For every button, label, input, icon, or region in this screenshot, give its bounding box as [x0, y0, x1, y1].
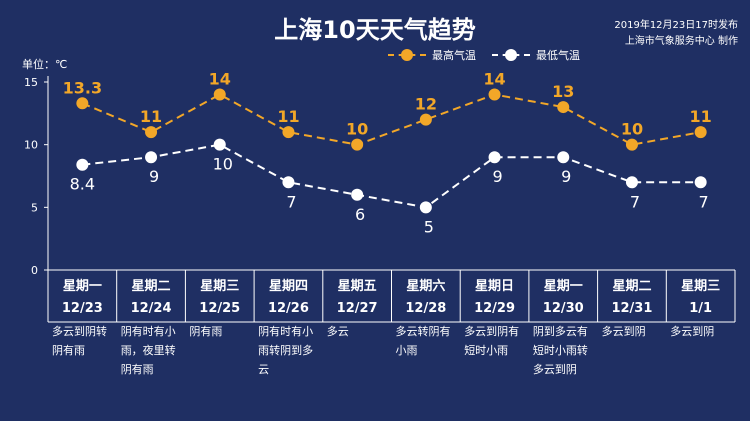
high-temp-label: 10	[621, 120, 643, 139]
high-temp-point	[145, 126, 158, 139]
high-temp-point	[351, 138, 364, 151]
high-temp-label: 12	[415, 95, 437, 114]
y-tick-label: 0	[31, 264, 38, 277]
weather-condition: 多云到阴转阴有雨	[52, 325, 107, 357]
low-temp-point	[76, 158, 89, 171]
y-tick-label: 10	[24, 139, 38, 152]
weekday-label: 星期三	[681, 279, 720, 294]
low-temp-label: 9	[492, 167, 502, 186]
legend-low: 最低气温	[492, 47, 580, 63]
date-label: 12/24	[131, 301, 172, 316]
date-label: 12/23	[62, 301, 103, 316]
low-temp-label: 9	[149, 167, 159, 186]
low-temp-point	[351, 188, 364, 201]
weather-condition: 多云转阴有小雨	[395, 325, 451, 357]
high-temp-label: 14	[483, 70, 505, 89]
publish-time: 2019年12月23日17时发布	[614, 20, 738, 31]
low-temp-point	[282, 176, 295, 189]
date-label: 1/1	[689, 301, 712, 316]
high-temp-label: 13.3	[63, 78, 102, 97]
low-temp-label: 8.4	[70, 175, 95, 194]
high-temp-point	[213, 88, 226, 101]
low-temp-point	[557, 151, 570, 164]
high-temp-point	[694, 126, 707, 139]
low-temp-line	[82, 143, 701, 209]
weekday-label: 星期四	[269, 279, 308, 294]
low-temp-label: 7	[630, 192, 640, 211]
high-temp-line	[81, 93, 701, 146]
high-temp-point	[488, 88, 501, 101]
high-temp-point	[625, 138, 638, 151]
low-temp-point	[145, 151, 158, 164]
legend-low-marker	[492, 49, 530, 61]
high-temp-label: 11	[690, 107, 712, 126]
date-label: 12/25	[199, 301, 240, 316]
chart-title: 上海10天天气趋势	[274, 16, 476, 44]
date-label: 12/30	[543, 301, 584, 316]
date-label: 12/29	[474, 301, 515, 316]
low-temp-point	[213, 138, 226, 151]
weather-condition: 阴有时有小雨转阴到多云	[258, 325, 314, 376]
publisher: 上海市气象服务中心 制作	[624, 36, 738, 47]
date-label: 12/28	[405, 301, 446, 316]
high-temp-label: 11	[277, 107, 299, 126]
low-temp-label: 7	[699, 192, 709, 211]
legend-high: 最高气温	[388, 47, 476, 63]
high-temp-label: 10	[346, 120, 368, 139]
weekday-label: 星期一	[63, 279, 102, 294]
weather-condition: 阴有时有小雨，夜里转阴有雨	[120, 325, 176, 376]
low-temp-point	[419, 201, 432, 214]
low-temp-label: 9	[561, 167, 571, 186]
date-label: 12/31	[611, 301, 652, 316]
low-temp-label: 10	[213, 155, 233, 174]
low-temp-label: 7	[286, 192, 296, 211]
y-tick-label: 15	[24, 76, 38, 89]
high-temp-point	[282, 126, 295, 139]
weather-condition: 阴到多云有短时小雨转多云到阴	[532, 325, 588, 376]
high-temp-label: 13	[552, 82, 574, 101]
weekday-label: 星期六	[406, 278, 445, 294]
weekday-label: 星期一	[544, 279, 583, 294]
weekday-label: 星期三	[200, 279, 239, 294]
weekday-label: 星期五	[338, 279, 377, 294]
date-label: 12/26	[268, 301, 309, 316]
unit-label: 单位：℃	[22, 58, 68, 71]
high-temp-point	[419, 113, 432, 126]
high-temp-label: 11	[140, 107, 162, 126]
legend-low-label: 最低气温	[536, 49, 580, 62]
weather-condition: 多云	[326, 325, 349, 338]
low-temp-point	[625, 176, 638, 189]
high-temp-label: 14	[209, 70, 231, 89]
low-temp-point	[488, 151, 501, 164]
legend-high-label: 最高气温	[432, 49, 476, 62]
high-temp-point	[557, 101, 570, 114]
weather-condition: 多云到阴	[601, 325, 646, 338]
low-temp-label: 5	[424, 217, 434, 236]
publish-info: 2019年12月23日17时发布 上海市气象服务中心 制作	[614, 18, 738, 50]
weekday-label: 星期日	[475, 279, 514, 294]
weather-condition: 多云到阴	[670, 325, 715, 338]
low-temp-label: 6	[355, 205, 365, 224]
weekday-label: 星期二	[132, 279, 171, 294]
weekday-label: 星期二	[612, 279, 651, 294]
weather-condition: 多云到阴有短时小雨	[464, 325, 520, 357]
weather-condition: 阴有雨	[189, 325, 223, 338]
y-tick-label: 5	[31, 201, 38, 214]
legend-high-marker	[388, 49, 426, 61]
date-label: 12/27	[337, 301, 378, 316]
low-temp-point	[694, 176, 707, 189]
high-temp-point	[76, 97, 89, 110]
